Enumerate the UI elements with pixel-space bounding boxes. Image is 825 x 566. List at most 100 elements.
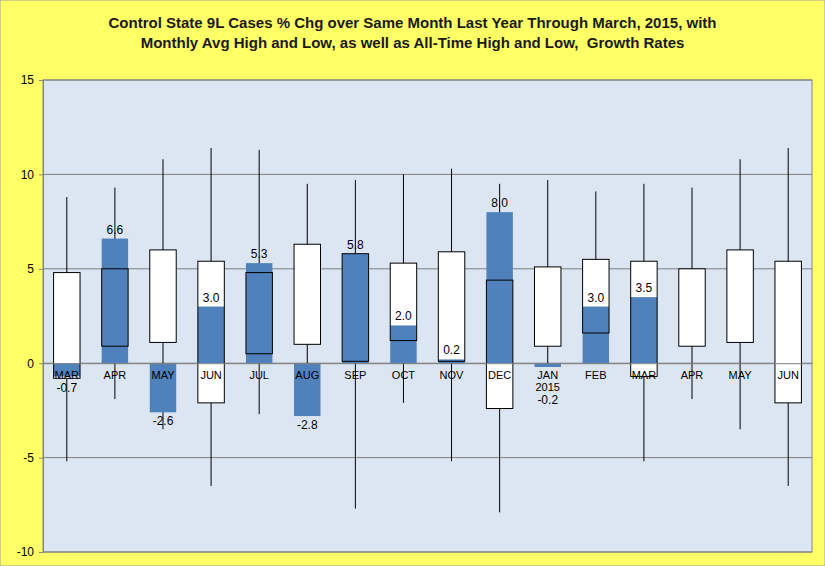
data-label: 8.0 [491, 196, 508, 210]
y-tick-label: -10 [17, 545, 35, 559]
avg-box-fill [535, 267, 561, 346]
avg-box [486, 280, 512, 408]
x-tick-label: SEP [344, 369, 366, 381]
avg-box [535, 267, 561, 346]
grid [43, 80, 812, 552]
bar [102, 239, 128, 364]
plot-area [43, 80, 812, 552]
avg-box [246, 273, 272, 354]
x-tick: OCT [392, 363, 416, 381]
data-label: -2.8 [297, 418, 318, 432]
avg-box-fill [727, 250, 753, 343]
avg-box [583, 259, 609, 333]
data-label: 3.5 [636, 281, 653, 295]
x-tick-label: JUN [200, 369, 221, 381]
avg-box [775, 261, 801, 403]
x-tick: MAR [55, 363, 80, 381]
grid-line [43, 457, 812, 458]
avg-box-fill [775, 261, 801, 403]
avg-box [198, 261, 224, 403]
y-tick-mark [39, 269, 43, 270]
avg-box-fill [294, 244, 320, 344]
avg-box [294, 244, 320, 344]
x-tick: MAY [729, 363, 753, 381]
bar [390, 325, 416, 363]
x-tick-label: APR [104, 369, 127, 381]
x-tick-label: FEB [585, 369, 606, 381]
y-tick-mark [39, 552, 43, 553]
y-tick-label: -5 [23, 451, 34, 465]
data-label: 5.8 [347, 238, 364, 252]
y-tick-mark [39, 363, 43, 364]
bar [246, 263, 272, 363]
data-label: 6.6 [107, 223, 124, 237]
grid-line [43, 174, 812, 175]
data-label: -0.2 [537, 393, 558, 407]
bar [294, 363, 320, 416]
avg-box [679, 269, 705, 346]
x-tick: NOV [440, 363, 465, 381]
x-tick: AUG [295, 363, 319, 381]
data-label: 0.2 [443, 343, 460, 357]
x-tick: DEC [488, 363, 511, 381]
x-tick: JUL [249, 363, 269, 381]
bar [486, 212, 512, 363]
x-tick-label: MAY [729, 369, 753, 381]
avg-box-fill [54, 273, 80, 379]
y-tick: -10 [17, 545, 43, 559]
grid-line [43, 552, 812, 553]
avg-boxes [54, 244, 802, 408]
avg-box [102, 269, 128, 346]
bar [150, 363, 176, 412]
x-tick-label: NOV [440, 369, 465, 381]
data-label: 2.0 [395, 309, 412, 323]
y-tick-mark [39, 80, 43, 81]
data-label: -0.7 [56, 381, 77, 395]
x-tick-label: APR [681, 369, 704, 381]
avg-box [438, 252, 464, 362]
avg-box [54, 273, 80, 379]
avg-box [727, 250, 753, 343]
x-tick-label: JAN2015 [535, 369, 559, 393]
x-tick: APR [681, 363, 704, 381]
x-tick: APR [104, 363, 127, 381]
avg-box [150, 250, 176, 343]
y-tick-mark [39, 458, 43, 459]
x-tick-label: MAR [632, 369, 657, 381]
avg-box-fill [679, 269, 705, 346]
y-tick-label: 5 [27, 262, 34, 276]
x-tick-label: OCT [392, 369, 416, 381]
bars [54, 212, 658, 416]
x-tick: JUN [777, 363, 798, 381]
grid-line [43, 80, 812, 81]
x-tick-label: MAR [55, 369, 80, 381]
avg-box-fill [438, 252, 464, 362]
bar [583, 307, 609, 364]
y-tick-label: 0 [27, 357, 34, 371]
marks [54, 148, 802, 512]
whiskers [67, 148, 788, 512]
x-tick-label: JUN [777, 369, 798, 381]
avg-box [390, 263, 416, 340]
title: Control State 9L Cases % Chg over Same M… [109, 14, 717, 51]
bar [198, 307, 224, 364]
y-tick: 10 [21, 168, 43, 182]
bar [342, 254, 368, 364]
x-tick-label: MAY [151, 369, 175, 381]
x-tick-label: JUL [249, 369, 269, 381]
y-tick: 5 [27, 262, 43, 276]
y-tick: 0 [27, 357, 43, 371]
y-tick-mark [39, 174, 43, 175]
avg-box-fill [150, 250, 176, 343]
y-axis-line [39, 81, 44, 553]
avg-box-fill [631, 261, 657, 376]
x-axis: MAR APR MAY JUN JUL AUG SEP OCT NOV DEC JAN2015 FEB… [44, 363, 813, 393]
avg-box-fill [198, 261, 224, 403]
y-axis: -10 -5 0 5 10 15 [17, 73, 44, 559]
y-tick-label: 15 [21, 73, 35, 87]
bar [631, 297, 657, 363]
chart: Control State 9L Cases % Chg over Same M… [0, 0, 825, 566]
background [0, 0, 825, 566]
data-label: 5.3 [251, 247, 268, 261]
grid-line [43, 363, 812, 364]
